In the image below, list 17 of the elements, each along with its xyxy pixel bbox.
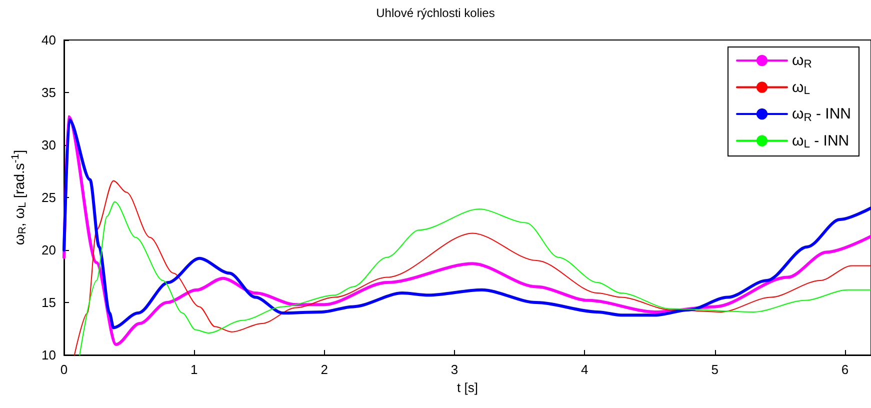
x-tick-label: 5 bbox=[711, 362, 718, 377]
y-tick-label: 30 bbox=[42, 138, 56, 152]
y-tick-label: 35 bbox=[42, 85, 56, 100]
y-axis-title: ωR, ωL [rad.s-1] bbox=[10, 150, 28, 246]
y-tick-label: 10 bbox=[42, 348, 56, 362]
x-axis-title: t [s] bbox=[457, 380, 478, 395]
chart-title: Uhlové rýchlosti kolies bbox=[376, 6, 495, 20]
y-tick-label: 20 bbox=[42, 242, 56, 258]
x-tick-label: 3 bbox=[450, 362, 458, 377]
x-tick-label: 1 bbox=[190, 362, 198, 377]
x-tick-label: 4 bbox=[581, 362, 588, 377]
x-tick-label: 2 bbox=[320, 362, 328, 377]
y-tick-label: 40 bbox=[42, 32, 56, 48]
x-tick-label: 6 bbox=[841, 362, 849, 377]
y-tick-label: 15 bbox=[42, 295, 56, 310]
y-tick-label: 25 bbox=[42, 190, 56, 205]
x-tick-label: 0 bbox=[60, 362, 68, 377]
